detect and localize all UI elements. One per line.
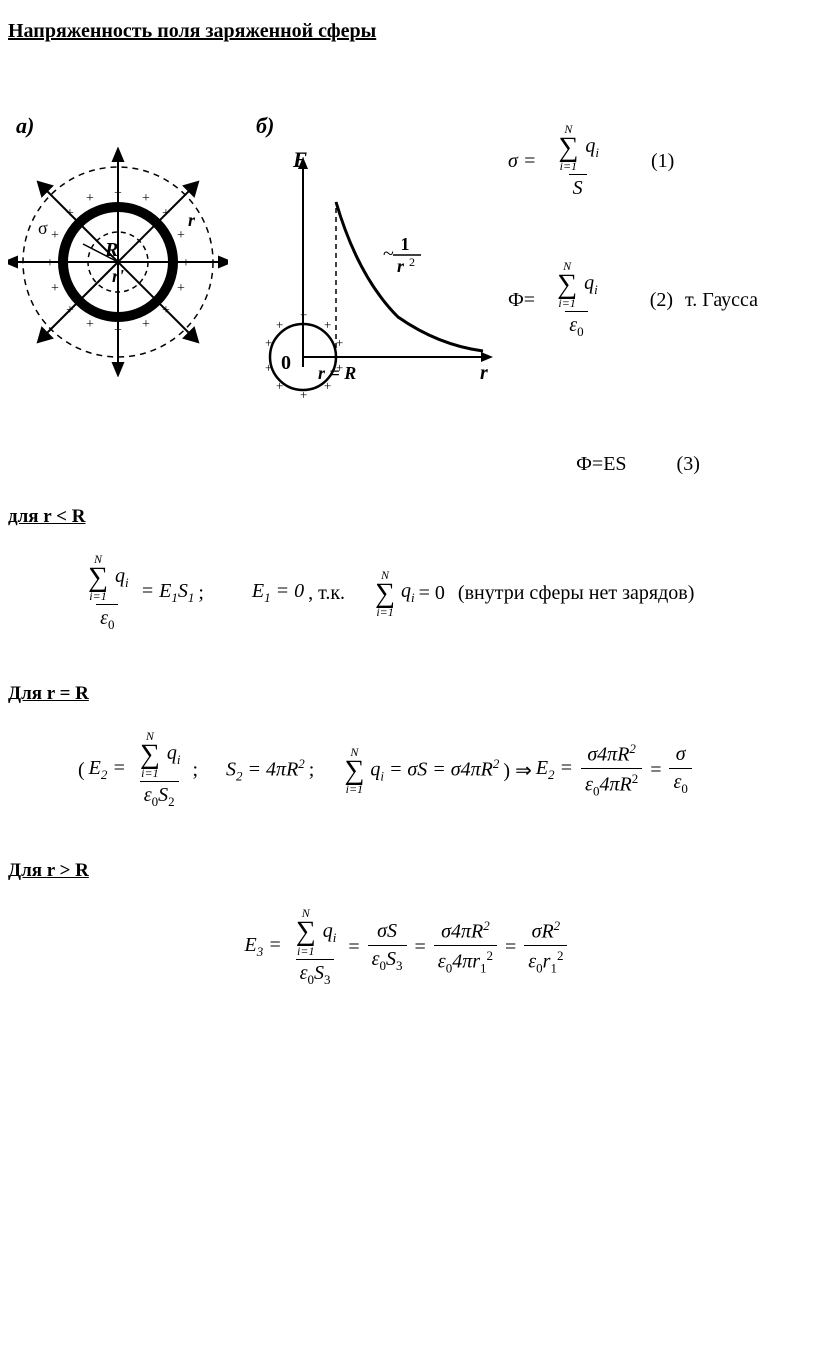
figure-a-label: а) [8, 113, 238, 139]
page-title: Напряженность поля заряженной сферы [8, 20, 808, 43]
svg-text:+: + [276, 317, 283, 332]
svg-text:+: + [276, 378, 283, 393]
svg-text:+: + [162, 206, 170, 221]
svg-text:+: + [51, 281, 59, 296]
svg-text:+: + [300, 307, 307, 322]
svg-text:+: + [66, 303, 74, 318]
figure-b-label: б) [248, 113, 498, 139]
svg-text:1: 1 [401, 234, 410, 254]
svg-text:r': r' [112, 266, 124, 286]
svg-text:+: + [142, 191, 150, 206]
s1-note: (внутри сферы нет зарядов) [458, 582, 694, 605]
svg-text:+: + [142, 317, 150, 332]
eq1-denom: S [569, 174, 587, 200]
section-1-equation: N∑i=1 qi ε0 = E1S1; E1 = 0 , т.к. N∑i=1 … [8, 553, 808, 633]
svg-text:~: ~ [383, 243, 394, 265]
svg-text:σ: σ [38, 218, 48, 238]
section-1-heading: для r < R [8, 506, 808, 528]
eq1-lhs: σ = [508, 150, 536, 173]
eq3-text: Ф=ES [576, 453, 626, 475]
equations-column: σ = N∑i=1 qi S (1) Ф= N∑i=1 qi ε0 [508, 113, 808, 400]
s1-tk: , т.к. [308, 582, 345, 605]
eq2-note: т. Гаусса [685, 289, 758, 312]
section-3-equation: E3 = N∑i=1 qi ε0S3 = σS ε0S3 = σ4πR2 ε04… [8, 907, 808, 987]
figure-b: б) E r 0 +++ +++ +++ + [248, 113, 498, 413]
equation-1: σ = N∑i=1 qi S (1) [508, 123, 808, 200]
svg-text:+: + [114, 186, 122, 201]
s1-zero: = 0 [419, 582, 445, 605]
section-3-heading: Для r > R [8, 860, 808, 882]
eq2-lhs: Ф= [508, 289, 535, 312]
y-axis-label: E [292, 147, 308, 172]
svg-text:+: + [324, 317, 331, 332]
field-graph: E r 0 +++ +++ +++ + ~ 1 r 2 [248, 147, 498, 407]
svg-text:+: + [300, 387, 307, 402]
figures-row: а) [8, 113, 808, 413]
eq2-num: (2) [650, 289, 673, 312]
svg-text:+: + [86, 317, 94, 332]
figure-a: а) [8, 113, 238, 383]
svg-text:+: + [66, 206, 74, 221]
eq3-num: (3) [677, 453, 700, 475]
svg-text:r: r [397, 256, 405, 276]
svg-text:2: 2 [409, 255, 415, 269]
x-axis-label: r [480, 362, 488, 384]
origin-label: 0 [281, 352, 291, 374]
svg-text:+: + [336, 335, 343, 350]
svg-text:+: + [265, 360, 272, 375]
svg-text:+: + [162, 303, 170, 318]
svg-text:r: r [188, 210, 196, 230]
svg-text:+: + [46, 256, 54, 271]
eq1-num: (1) [651, 150, 674, 173]
svg-text:+: + [182, 256, 190, 271]
svg-text:+: + [114, 323, 122, 338]
svg-text:+: + [265, 335, 272, 350]
svg-text:+: + [51, 228, 59, 243]
section-2-heading: Для r = R [8, 683, 808, 705]
svg-text:+: + [86, 191, 94, 206]
svg-text:r = R: r = R [318, 363, 356, 383]
svg-text:+: + [177, 281, 185, 296]
section-2-equation: ( E2 = N∑i=1 qi ε0S2 ; S2 = 4πR2; N∑i=1 … [8, 730, 808, 810]
equation-2: Ф= N∑i=1 qi ε0 (2) т. Гаусса [508, 260, 808, 340]
svg-text:+: + [177, 228, 185, 243]
equation-3: Ф=ES (3) [8, 453, 808, 476]
sphere-diagram: +++ +++ +++ +++ +++ + R r' r σ [8, 147, 228, 377]
